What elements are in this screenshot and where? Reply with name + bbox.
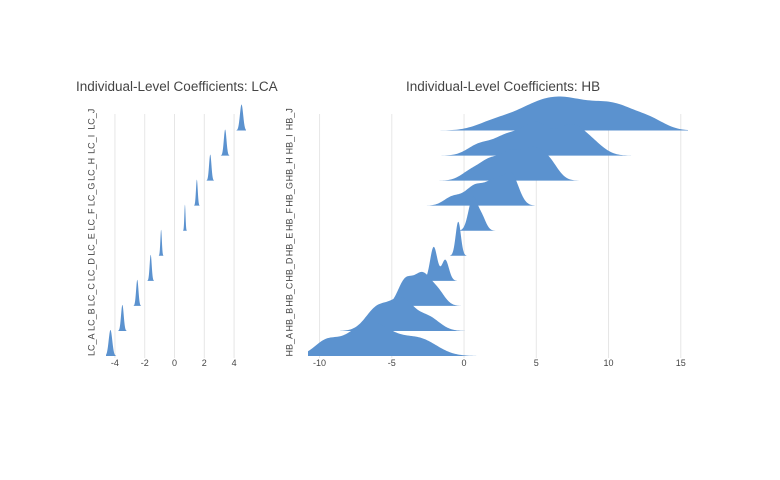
hb-category-label: HB_A: [284, 333, 294, 357]
lca-x-tick-label: -4: [111, 358, 119, 368]
lca-x-tick-label: 2: [202, 358, 207, 368]
lca-category-label: LC_J: [86, 109, 96, 130]
lca-x-tick-label: 4: [232, 358, 237, 368]
hb-ridge-hb-a: [308, 322, 477, 356]
lca-x-axis-ticks: -4 -2 0 2 4: [111, 358, 237, 368]
lca-panel: Individual-Level Coefficients: LCA -4 -2 0…: [76, 79, 278, 368]
hb-x-tick-label: -10: [313, 358, 326, 368]
hb-category-label: HB_E: [284, 233, 294, 257]
hb-density-ridges: [308, 96, 688, 356]
hb-ridge-hb-d: [422, 246, 457, 281]
hb-category-label: HB_I: [284, 134, 294, 154]
hb-category-label: HB_F: [284, 207, 294, 231]
lca-category-label: LC_H: [86, 158, 96, 181]
lca-ridge-lc-j: [236, 104, 246, 131]
lca-ridge-lc-d: [147, 254, 155, 281]
hb-x-tick-label: 10: [604, 358, 614, 368]
hb-x-tick-label: 0: [462, 358, 467, 368]
lca-category-label: LC_I: [86, 135, 96, 154]
hb-category-label: HB_G: [284, 182, 294, 207]
hb-category-label: HB_J: [284, 108, 294, 130]
lca-ridge-lc-e: [158, 229, 164, 256]
hb-ridge-hb-j: [437, 96, 688, 131]
hb-ridge-hb-f: [458, 196, 496, 231]
lca-category-label: LC_C: [86, 283, 96, 307]
lca-panel-title: Individual-Level Coefficients: LCA: [76, 79, 278, 94]
hb-ridge-hb-i: [441, 121, 632, 156]
hb-ridge-hb-g: [424, 171, 535, 206]
lca-category-label: LC_D: [86, 258, 96, 282]
lca-category-label: LC_B: [86, 308, 96, 331]
lca-category-label: LC_G: [86, 183, 96, 207]
lca-ridge-lc-h: [206, 154, 215, 181]
hb-category-label: HB_H: [284, 157, 294, 181]
lca-ridge-lc-g: [193, 179, 200, 206]
hb-x-tick-label: 5: [534, 358, 539, 368]
hb-panel: Individual-Level Coefficients: HB -10 -5 0…: [284, 79, 688, 368]
lca-x-tick-label: 0: [172, 358, 177, 368]
lca-category-labels: LC_A LC_BLC_CLC_D LC_E LC_FLC_G LC_H LC_I LC_J: [86, 109, 96, 356]
hb-x-axis-ticks: -10 -5 0 5 10 15: [313, 358, 686, 368]
hb-panel-title: Individual-Level Coefficients: HB: [406, 79, 600, 94]
hb-category-label: HB_C: [284, 282, 294, 307]
lca-category-label: LC_E: [86, 233, 96, 256]
hb-x-tick-label: -5: [388, 358, 396, 368]
lca-ridge-lc-c: [133, 279, 142, 306]
hb-category-labels: HB_AHB_BHB_CHB_DHB_E HB_FHB_GHB_H HB_I HB_J: [284, 108, 294, 356]
lca-x-tick-label: -2: [141, 358, 149, 368]
lca-ridge-lc-a: [106, 330, 117, 356]
lca-category-label: LC_F: [86, 208, 96, 231]
lca-ridge-lc-i: [220, 129, 230, 156]
hb-category-label: HB_B: [284, 308, 294, 332]
lca-category-label: LC_A: [86, 333, 96, 356]
hb-ridge-hb-e: [449, 221, 467, 256]
hb-category-label: HB_D: [284, 257, 294, 282]
hb-x-tick-label: 15: [676, 358, 686, 368]
hb-ridge-hb-h: [438, 146, 579, 181]
lca-ridge-lc-f: [183, 204, 187, 231]
lca-density-ridges: [106, 104, 246, 356]
lca-gridlines: [114, 114, 235, 358]
lca-ridge-lc-b: [118, 304, 127, 331]
